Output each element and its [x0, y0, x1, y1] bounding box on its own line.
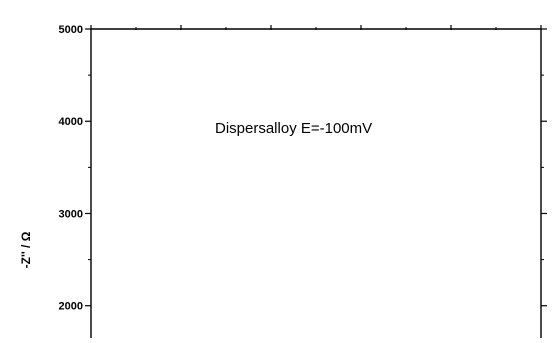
y-axis-label: -Z'' / Ω — [19, 231, 33, 268]
axis-labels: -Z'' / Ω — [19, 231, 33, 268]
y-axis-ticks: 2000 3000 4000 5000 — [59, 24, 547, 313]
y-tick-label: 5000 — [59, 24, 83, 36]
y-tick-label: 3000 — [59, 208, 83, 220]
y-tick-label: 2000 — [59, 301, 83, 313]
y-tick-label: 4000 — [59, 116, 83, 128]
x-axis-ticks — [90, 25, 542, 30]
plot-annotation: Dispersalloy E=-100mV — [215, 120, 372, 137]
plot-frame — [90, 28, 542, 338]
